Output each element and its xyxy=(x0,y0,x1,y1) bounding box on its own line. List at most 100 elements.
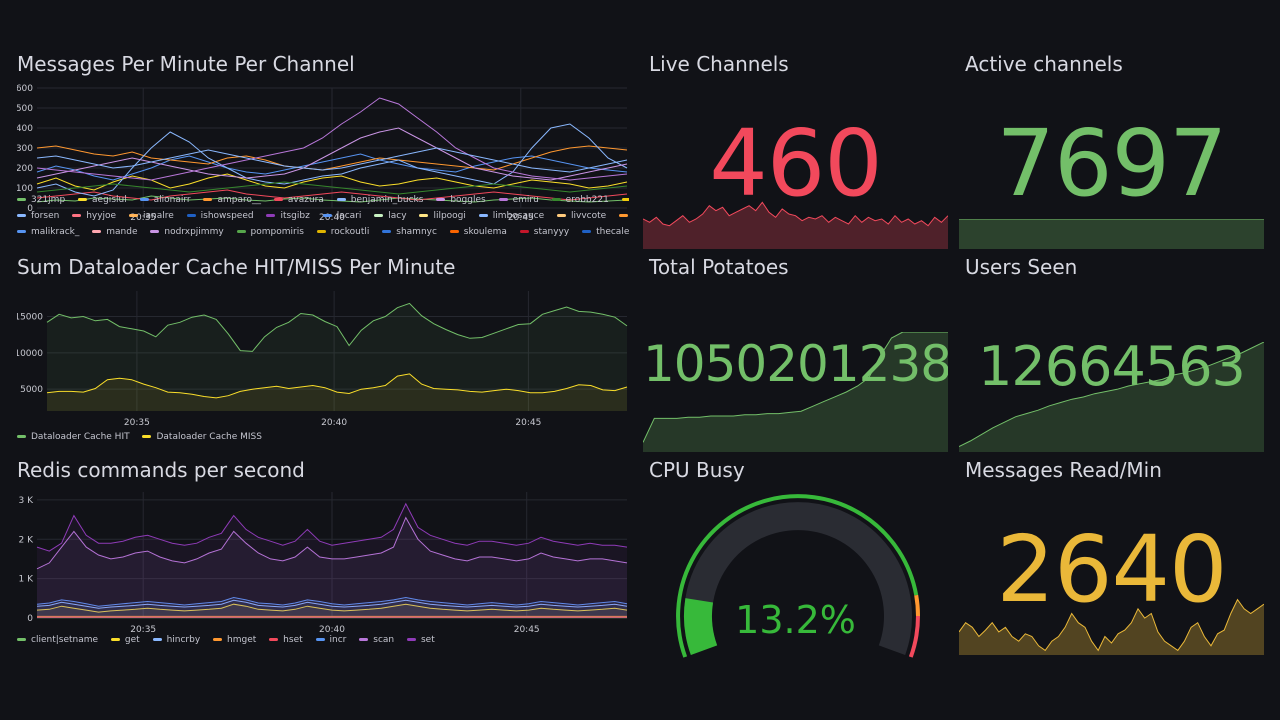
series-line xyxy=(36,516,628,570)
legend-item-thecalebjay[interactable]: thecalebjay xyxy=(582,224,629,240)
legend-item-stanyyy[interactable]: stanyyy xyxy=(519,224,569,240)
series-line xyxy=(36,153,628,181)
sparkline-line xyxy=(643,201,948,227)
sparkline-area xyxy=(643,202,948,249)
total-potatoes-sparkline xyxy=(643,332,948,452)
panel-dataloader: Sum Dataloader Cache HIT/MISS Per Minute… xyxy=(17,255,629,450)
legend-item-amparo[interactable]: amparo__ xyxy=(203,192,261,208)
x-tick-label: 20:45 xyxy=(515,418,541,428)
legend-item-hyyjoe[interactable]: hyyjoe xyxy=(72,208,116,224)
series-line xyxy=(36,189,628,201)
legend-item-erobb221[interactable]: erobb221 xyxy=(551,192,609,208)
series-area xyxy=(37,517,627,618)
legend-item-ishowspeed[interactable]: ishowspeed xyxy=(186,208,254,224)
dataloader-chart[interactable]: 5000 10000 15000 20:35 20:40 20:45 xyxy=(17,283,629,433)
legend-item-hmget[interactable]: hmget xyxy=(213,632,256,648)
sparkline-line xyxy=(643,332,948,443)
stat-value: 2640 xyxy=(996,516,1227,623)
series-line xyxy=(46,373,628,399)
legend-row: 321jmp aegislul alionairr amparo__ avazu… xyxy=(17,192,629,208)
legend-item-client-setname[interactable]: client|setname xyxy=(17,632,98,648)
legend-item-mande[interactable]: mande xyxy=(92,224,138,240)
legend-item-get[interactable]: get xyxy=(110,632,140,648)
legend-item-forsen[interactable]: forsen xyxy=(17,208,59,224)
panel-title[interactable]: Active channels xyxy=(965,52,1123,76)
y-tick-label: 500 xyxy=(17,104,33,114)
legend-item-avazura[interactable]: avazura xyxy=(273,192,324,208)
legend-item-lizabaktt[interactable]: lizabaktt xyxy=(619,208,629,224)
y-tick-label: 200 xyxy=(17,164,33,174)
gauge-track xyxy=(684,502,912,655)
y-tick-label: 2 K xyxy=(19,535,35,545)
series-line xyxy=(36,145,628,171)
stat-value: 12664563 xyxy=(978,335,1246,398)
series-line xyxy=(36,127,628,181)
series-line xyxy=(36,181,628,195)
redis-legend: client|setname get hincrby hmget hset in… xyxy=(17,632,445,648)
legend-item-shamnyc[interactable]: shamnyc xyxy=(382,224,437,240)
legend-row: Dataloader Cache HIT Dataloader Cache MI… xyxy=(17,429,272,445)
series-line xyxy=(36,97,628,181)
y-tick-label: 300 xyxy=(17,144,33,154)
legend-item-feelssunnyman[interactable]: feelssunnyman xyxy=(621,192,629,208)
series-area xyxy=(47,303,627,411)
series-line xyxy=(36,603,628,613)
y-tick-label: 0 xyxy=(27,614,33,624)
legend-item-rockoutli[interactable]: rockoutli xyxy=(316,224,369,240)
legend-item-set[interactable]: set xyxy=(406,632,435,648)
legend-item-aegislul[interactable]: aegislul xyxy=(78,192,127,208)
series-line xyxy=(36,173,628,191)
legend-item-benjamin-bucks[interactable]: benjamin_bucks xyxy=(336,192,423,208)
legend-item-itsgibz[interactable]: itsgibz xyxy=(266,208,310,224)
legend-item-livvcote[interactable]: livvcote xyxy=(557,208,606,224)
series-line xyxy=(36,502,628,552)
panel-title[interactable]: Users Seen xyxy=(965,255,1078,279)
legend-item-nodrxpjimmy[interactable]: nodrxpjimmy xyxy=(150,224,224,240)
panel-title[interactable]: Total Potatoes xyxy=(649,255,789,279)
x-tick-label: 20:35 xyxy=(124,418,150,428)
legend-item-ianalre[interactable]: ianalre xyxy=(128,208,174,224)
panel-messages-read: Messages Read/Min 2640 xyxy=(959,458,1280,655)
legend-item-emiru[interactable]: emiru xyxy=(498,192,539,208)
redis-chart[interactable]: 0 1 K 2 K 3 K 20:35 20:40 20:45 xyxy=(17,486,629,636)
legend-item-scan[interactable]: scan xyxy=(359,632,394,648)
legend-item-incr[interactable]: incr xyxy=(315,632,346,648)
series-area xyxy=(37,597,627,618)
panel-title[interactable]: Messages Per Minute Per Channel xyxy=(17,52,355,76)
legend-item-lacy[interactable]: lacy xyxy=(374,208,407,224)
series-line xyxy=(36,147,628,173)
series-line xyxy=(36,596,628,607)
sparkline-area xyxy=(959,599,1264,655)
legend-item-cache-miss[interactable]: Dataloader Cache MISS xyxy=(142,429,262,445)
series-area xyxy=(37,503,627,618)
panel-title[interactable]: Live Channels xyxy=(649,52,789,76)
x-tick-label: 20:40 xyxy=(321,418,347,428)
series-line xyxy=(36,599,628,609)
legend-item-boggles[interactable]: boggles xyxy=(436,192,486,208)
legend-item-limbosauce[interactable]: limbosauce xyxy=(478,208,544,224)
panel-title[interactable]: Sum Dataloader Cache HIT/MISS Per Minute xyxy=(17,255,456,279)
y-tick-label: 1 K xyxy=(19,575,35,585)
series-area xyxy=(37,604,627,618)
stat-value: 1050201238 xyxy=(643,335,948,393)
legend-item-hincrby[interactable]: hincrby xyxy=(152,632,200,648)
legend-item-lacari[interactable]: lacari xyxy=(322,208,361,224)
legend-item-skoulema[interactable]: skoulema xyxy=(449,224,507,240)
panel-total-potatoes: Total Potatoes 1050201238 xyxy=(643,255,948,452)
series-area xyxy=(37,600,627,618)
legend-item-321jmp[interactable]: 321jmp xyxy=(17,192,65,208)
legend-item-pompomiris[interactable]: pompomiris xyxy=(236,224,304,240)
panel-title[interactable]: Messages Read/Min xyxy=(965,458,1162,482)
panel-title[interactable]: CPU Busy xyxy=(649,458,745,482)
legend-item-cache-hit[interactable]: Dataloader Cache HIT xyxy=(17,429,130,445)
gauge-value: 13.2% xyxy=(735,598,856,642)
messages-per-channel-chart[interactable]: 0 100 200 300 400 500 600 20:35 20:40 20:45 xyxy=(17,82,629,222)
gauge-value-arc xyxy=(683,598,718,655)
panel-title[interactable]: Redis commands per second xyxy=(17,458,305,482)
legend-item-lilpoogi[interactable]: lilpoogi xyxy=(419,208,466,224)
messages-read-sparkline xyxy=(959,598,1264,655)
legend-item-alionairr[interactable]: alionairr xyxy=(139,192,191,208)
legend-row: malikrack_ mande nodrxpjimmy pompomiris … xyxy=(17,224,629,240)
legend-item-hset[interactable]: hset xyxy=(269,632,303,648)
legend-item-malikrack[interactable]: malikrack_ xyxy=(17,224,79,240)
